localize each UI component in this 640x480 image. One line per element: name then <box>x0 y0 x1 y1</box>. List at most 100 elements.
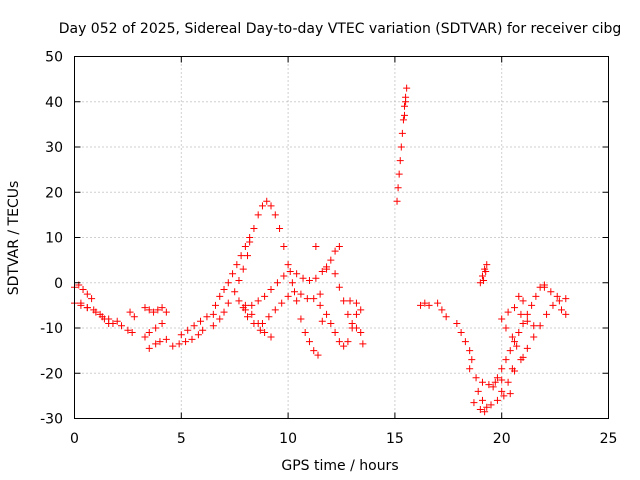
data-point <box>470 399 478 407</box>
data-point <box>483 261 491 269</box>
data-point <box>511 338 519 346</box>
data-point <box>96 310 104 318</box>
series-cluster-early-1 <box>71 281 121 327</box>
data-point <box>536 322 544 330</box>
data-point <box>216 292 224 300</box>
data-point <box>169 342 177 350</box>
data-point <box>401 102 409 110</box>
data-point <box>250 319 258 327</box>
series-cluster-12h <box>312 243 367 350</box>
data-point <box>145 344 153 352</box>
data-point <box>540 283 548 291</box>
data-point <box>177 331 185 339</box>
data-point <box>265 313 273 321</box>
data-point <box>312 243 320 251</box>
data-point <box>553 292 561 300</box>
data-point <box>438 306 446 314</box>
y-tick-label: 40 <box>45 95 63 111</box>
data-point <box>267 202 275 210</box>
data-point <box>395 170 403 178</box>
x-tick-label: 5 <box>177 431 186 447</box>
data-point <box>357 329 365 337</box>
data-point <box>344 338 352 346</box>
data-point <box>466 347 474 355</box>
data-point <box>190 322 198 330</box>
data-point <box>483 403 491 411</box>
data-point <box>233 261 241 269</box>
series-cluster-5h <box>169 234 254 350</box>
data-point <box>417 301 425 309</box>
data-point <box>335 243 343 251</box>
y-tick-label: 20 <box>45 185 63 201</box>
data-point <box>162 335 170 343</box>
data-point <box>523 310 531 318</box>
series-cluster-early-2 <box>71 299 138 337</box>
data-point <box>555 297 563 305</box>
data-point <box>487 401 495 409</box>
data-point <box>508 365 516 373</box>
data-point <box>293 270 301 278</box>
data-point <box>515 292 523 300</box>
data-point <box>162 308 170 316</box>
data-point <box>261 329 269 337</box>
data-point <box>562 310 570 318</box>
data-point <box>348 324 356 332</box>
data-point <box>500 392 508 400</box>
x-tick-label: 25 <box>600 431 618 447</box>
series-cluster-19h-spike <box>476 261 491 287</box>
y-tick-label: 10 <box>45 231 63 247</box>
data-point <box>286 267 294 275</box>
data-point <box>113 317 121 325</box>
data-point <box>220 286 228 294</box>
x-tick-label: 10 <box>279 431 297 447</box>
data-point <box>182 338 190 346</box>
y-tick-label: -30 <box>40 412 63 428</box>
data-point <box>528 301 536 309</box>
data-point <box>453 319 461 327</box>
data-point <box>346 297 354 305</box>
data-point <box>237 252 245 260</box>
data-point <box>461 338 469 346</box>
y-tick-label: 50 <box>45 50 63 66</box>
data-point <box>425 301 433 309</box>
data-point <box>244 313 252 321</box>
data-point <box>489 383 497 391</box>
data-point <box>523 344 531 352</box>
data-point <box>267 333 275 341</box>
data-point <box>472 374 480 382</box>
data-point <box>79 286 87 294</box>
data-point <box>141 333 149 341</box>
data-point <box>513 342 521 350</box>
data-point <box>141 304 149 312</box>
data-point <box>327 256 335 264</box>
x-tick-label: 0 <box>70 431 79 447</box>
data-point <box>280 272 288 280</box>
series-cluster-16h <box>417 299 450 321</box>
data-point <box>156 338 164 346</box>
data-point <box>532 292 540 300</box>
data-point <box>117 322 125 330</box>
data-point <box>100 315 108 323</box>
data-point <box>258 319 266 327</box>
data-point <box>331 247 339 255</box>
data-point <box>523 317 531 325</box>
x-tick-label: 15 <box>386 431 404 447</box>
data-point <box>105 319 113 327</box>
data-point <box>316 301 324 309</box>
data-point <box>312 274 320 282</box>
data-point <box>481 408 489 416</box>
y-axis-title: SDTVAR / TECUs <box>6 181 22 296</box>
data-point <box>229 270 237 278</box>
data-point <box>547 288 555 296</box>
data-point <box>278 299 286 307</box>
data-point <box>398 129 406 137</box>
y-tick-label: 0 <box>54 276 63 292</box>
data-point <box>393 197 401 205</box>
data-point <box>530 322 538 330</box>
data-point <box>530 333 538 341</box>
data-point <box>502 324 510 332</box>
data-point <box>493 396 501 404</box>
data-point <box>152 340 160 348</box>
data-point <box>231 288 239 296</box>
